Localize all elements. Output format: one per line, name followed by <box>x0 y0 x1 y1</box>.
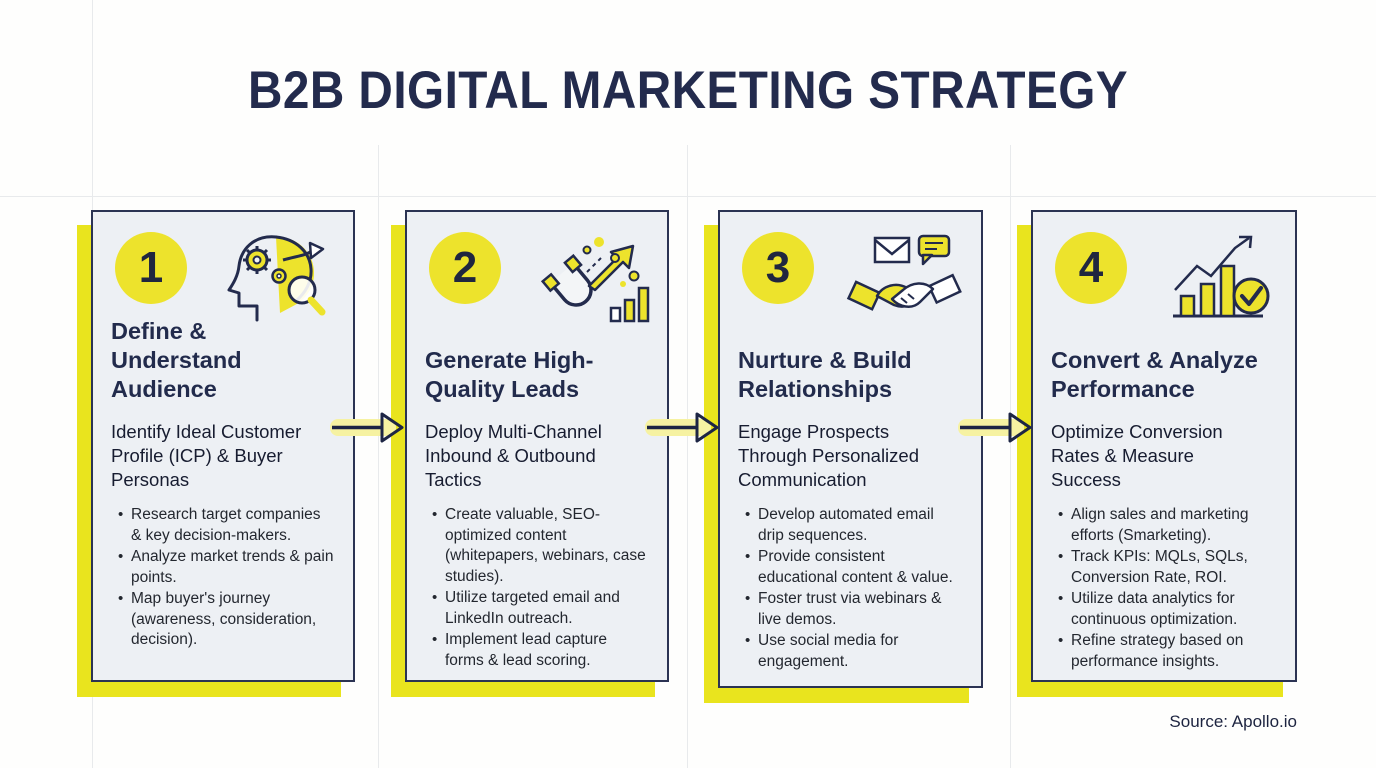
bullet-item: Analyze market trends & pain points. <box>118 547 335 588</box>
bullet-list: Research target companies & key decision… <box>111 505 335 651</box>
bullet-item: Use social media for engagement. <box>745 631 963 672</box>
lead-magnet-icon <box>531 232 651 328</box>
bullet-item: Develop automated email drip sequences. <box>745 505 963 546</box>
step-number-badge-4: 4 <box>1055 232 1127 304</box>
step-card-1: 1 <box>91 210 355 682</box>
flow-arrow-1-icon <box>330 404 406 451</box>
bullet-list: Develop automated email drip sequences. … <box>738 505 963 672</box>
bullet-item: Utilize data analytics for continuous op… <box>1058 589 1277 630</box>
card-title: Define & Understand Audience <box>111 318 242 402</box>
bullet-item: Map buyer's journey (awareness, consider… <box>118 589 335 651</box>
grid-line-v3 <box>687 145 688 768</box>
bullet-item: Align sales and marketing efforts (Smark… <box>1058 505 1277 546</box>
grid-line-v4 <box>1010 145 1011 768</box>
grid-line-h1 <box>0 196 1376 197</box>
bullet-item: Create valuable, SEO-optimized content (… <box>432 505 649 587</box>
card-1-header: 1 <box>111 230 335 322</box>
card-subtitle: Engage Prospects Through Personalized Co… <box>738 421 919 490</box>
card-4-header: 4 <box>1051 230 1277 318</box>
step-card-3: 3 Nurture & Build Relations <box>718 210 983 688</box>
card-subtitle: Optimize Conversion Rates & Measure Succ… <box>1051 421 1223 490</box>
card-subtitle: Identify Ideal Customer Profile (ICP) & … <box>111 421 302 490</box>
bullet-item: Implement lead capture forms & lead scor… <box>432 630 649 671</box>
step-number-badge-1: 1 <box>115 232 187 304</box>
grid-line-v2 <box>378 145 379 768</box>
handshake-icon <box>845 232 965 328</box>
step-number-badge-3: 3 <box>742 232 814 304</box>
card-title: Nurture & Build Relationships <box>738 347 912 402</box>
bullet-list: Align sales and marketing efforts (Smark… <box>1051 505 1277 672</box>
flow-arrow-2-icon <box>645 404 721 451</box>
bullet-item: Refine strategy based on performance ins… <box>1058 631 1277 672</box>
step-card-4: 4 Convert & Analyze Performance Optimize… <box>1031 210 1297 682</box>
card-subtitle: Deploy Multi-Channel Inbound & Outbound … <box>425 421 602 490</box>
bullet-item: Foster trust via webinars & live demos. <box>745 589 963 630</box>
bullet-item: Track KPIs: MQLs, SQLs, Conversion Rate,… <box>1058 547 1277 588</box>
source-credit: Source: Apollo.io <box>1169 712 1297 731</box>
bullet-list: Create valuable, SEO-optimized content (… <box>425 505 649 671</box>
flow-arrow-3-icon <box>958 404 1034 451</box>
bullet-item: Utilize targeted email and LinkedIn outr… <box>432 588 649 629</box>
card-3-header: 3 <box>738 230 963 318</box>
growth-analytics-icon <box>1159 232 1279 328</box>
bullet-item: Provide consistent educational content &… <box>745 547 963 588</box>
card-title: Generate High-Quality Leads <box>425 347 594 402</box>
audience-insight-icon <box>217 232 337 328</box>
step-number-badge-2: 2 <box>429 232 501 304</box>
step-card-2: 2 <box>405 210 669 682</box>
card-2-header: 2 <box>425 230 650 323</box>
page-title: B2B DIGITAL MARKETING STRATEGY <box>247 61 1129 120</box>
bullet-item: Research target companies & key decision… <box>118 505 335 546</box>
card-title: Convert & Analyze Performance <box>1051 347 1258 402</box>
